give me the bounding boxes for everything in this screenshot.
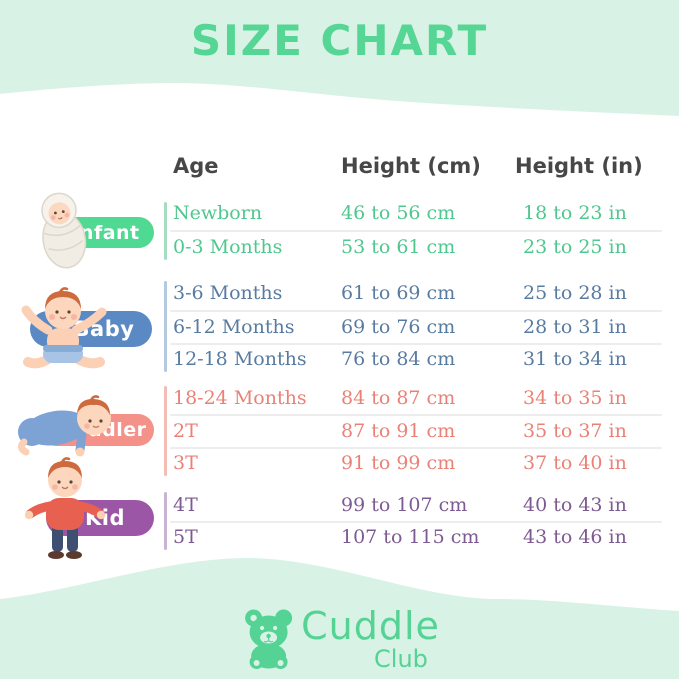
height-in-cell: 35 to 37 in (523, 420, 627, 442)
toddler-crawling-illustration (17, 395, 111, 457)
height-cm-cell: 61 to 69 cm (341, 282, 456, 304)
brand-name: Cuddle (301, 604, 440, 648)
row-separator (170, 447, 662, 449)
height-cm-cell: 76 to 84 cm (341, 348, 456, 370)
table-row: Newborn 46 to 56 cm 18 to 23 in (0, 196, 679, 230)
height-in-cell: 43 to 46 in (523, 526, 627, 548)
page-title: SIZE CHART (190, 16, 489, 65)
height-in-cell: 28 to 31 in (523, 316, 627, 338)
table-row: 5T 107 to 115 cm 43 to 46 in (0, 520, 679, 554)
row-separator (170, 230, 662, 232)
column-header-age: Age (173, 154, 219, 178)
infant-swaddled-baby-illustration (41, 192, 87, 269)
table-row: 12-18 Months 76 to 84 cm 31 to 34 in (0, 342, 679, 376)
row-separator (170, 310, 662, 312)
column-header-height-cm: Height (cm) (341, 154, 481, 178)
age-cell: 4T (173, 494, 198, 516)
age-cell: 0-3 Months (173, 236, 283, 258)
height-cm-cell: 91 to 99 cm (341, 452, 456, 474)
infant-section-divider (164, 202, 167, 260)
height-in-cell: 23 to 25 in (523, 236, 627, 258)
age-cell: 12-18 Months (173, 348, 307, 370)
age-cell: Newborn (173, 202, 263, 224)
brand-wordmark: Cuddle Club (301, 606, 440, 672)
table-row: 6-12 Months 69 to 76 cm 28 to 31 in (0, 310, 679, 344)
infant-group-label: Infant (72, 221, 140, 244)
table-row: 0-3 Months 53 to 61 cm 23 to 25 in (0, 230, 679, 264)
teddy-bear-icon (244, 609, 292, 669)
kid-standing-illustration (24, 457, 106, 559)
table-row: 4T 99 to 107 cm 40 to 43 in (0, 488, 679, 522)
height-in-cell: 18 to 23 in (523, 202, 627, 224)
column-header-height-in: Height (in) (515, 154, 643, 178)
table-row: 2T 87 to 91 cm 35 to 37 in (0, 414, 679, 448)
height-in-cell: 40 to 43 in (523, 494, 627, 516)
height-cm-cell: 46 to 56 cm (341, 202, 456, 224)
row-separator (170, 521, 662, 523)
baby-sitting-illustration (21, 287, 107, 369)
table-row: 18-24 Months 84 to 87 cm 34 to 35 in (0, 381, 679, 415)
age-cell: 3T (173, 452, 198, 474)
age-cell: 2T (173, 420, 198, 442)
age-cell: 3-6 Months (173, 282, 283, 304)
kid-section-divider (164, 492, 167, 550)
toddler-section-divider (164, 386, 167, 476)
height-cm-cell: 87 to 91 cm (341, 420, 456, 442)
row-separator (170, 343, 662, 345)
baby-section-divider (164, 281, 167, 372)
brand-logo: Cuddle Club (239, 606, 440, 672)
table-row: 3-6 Months 61 to 69 cm 25 to 28 in (0, 276, 679, 310)
height-cm-cell: 84 to 87 cm (341, 387, 456, 409)
age-cell: 18-24 Months (173, 387, 307, 409)
height-in-cell: 34 to 35 in (523, 387, 627, 409)
age-cell: 6-12 Months (173, 316, 295, 338)
row-separator (170, 414, 662, 416)
brand-subname: Club (374, 645, 428, 673)
table-row: 3T 91 to 99 cm 37 to 40 in (0, 446, 679, 480)
height-cm-cell: 53 to 61 cm (341, 236, 456, 258)
height-cm-cell: 99 to 107 cm (341, 494, 468, 516)
height-in-cell: 31 to 34 in (523, 348, 627, 370)
age-cell: 5T (173, 526, 198, 548)
height-in-cell: 37 to 40 in (523, 452, 627, 474)
height-in-cell: 25 to 28 in (523, 282, 627, 304)
height-cm-cell: 69 to 76 cm (341, 316, 456, 338)
height-cm-cell: 107 to 115 cm (341, 526, 480, 548)
